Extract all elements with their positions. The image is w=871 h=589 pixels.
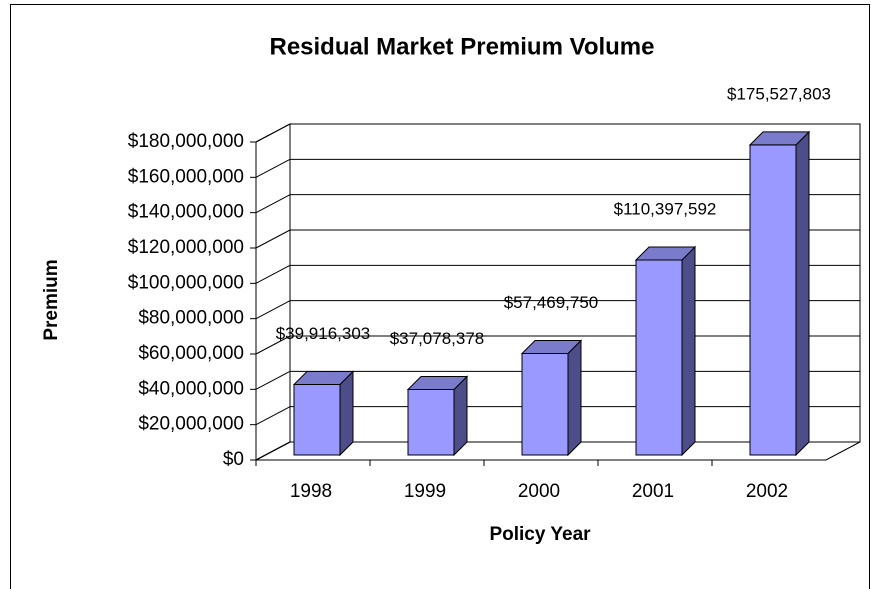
x-tick-label: 2001 (632, 481, 674, 502)
y-tick-label: $120,000,000 (128, 237, 244, 258)
bar-side (795, 130, 810, 457)
bar-top (634, 246, 697, 261)
grid-line (255, 441, 291, 461)
x-tick-label: 1999 (404, 481, 446, 502)
x-tick-label: 2002 (746, 481, 788, 502)
x-tick-label: 1998 (290, 481, 332, 502)
data-label: $175,527,803 (727, 84, 831, 103)
bar-top (748, 131, 811, 146)
bar-side (339, 370, 354, 457)
x-axis-title: Policy Year (489, 524, 591, 545)
data-label: $37,078,378 (390, 329, 485, 348)
y-tick-label: $100,000,000 (128, 272, 244, 293)
bar (292, 370, 355, 457)
chart-border (10, 4, 870, 589)
y-tick-label: $140,000,000 (128, 202, 244, 223)
bar-side (681, 245, 696, 457)
y-axis-title: Premium (41, 259, 62, 340)
y-tick-label: $60,000,000 (138, 343, 244, 364)
x-tick-label: 2000 (518, 481, 560, 502)
grid-line (255, 264, 291, 284)
grid-line (255, 123, 291, 143)
bar-front (407, 388, 455, 456)
bar-front (293, 383, 341, 456)
bar-front (749, 144, 797, 456)
data-label: $39,916,303 (276, 324, 371, 343)
data-label: $110,397,592 (614, 199, 717, 218)
y-tick-label: $0 (223, 449, 244, 470)
grid-line (255, 158, 291, 178)
y-tick-label: $160,000,000 (128, 166, 244, 187)
bar (634, 245, 697, 457)
bar-side (567, 339, 582, 457)
bar-front (635, 259, 683, 456)
chart-title: Residual Market Premium Volume (269, 33, 654, 60)
grid-line (255, 370, 291, 390)
bar-top (406, 375, 469, 390)
y-tick-label: $20,000,000 (138, 414, 244, 435)
bar (520, 339, 583, 457)
grid-line (255, 300, 291, 320)
bar-top (292, 370, 355, 385)
bar-side (453, 375, 468, 457)
bar-front (521, 352, 569, 456)
y-tick-label: $180,000,000 (128, 131, 244, 152)
data-label: $57,469,750 (504, 293, 599, 312)
y-tick-label: $80,000,000 (138, 308, 244, 329)
grid-line (255, 194, 291, 214)
y-tick-label: $40,000,000 (138, 378, 244, 399)
grid-line (255, 335, 291, 355)
bar (406, 375, 469, 457)
bar-top (520, 339, 583, 354)
bar (748, 130, 811, 457)
grid-line (255, 406, 291, 426)
grid-line (255, 229, 291, 249)
